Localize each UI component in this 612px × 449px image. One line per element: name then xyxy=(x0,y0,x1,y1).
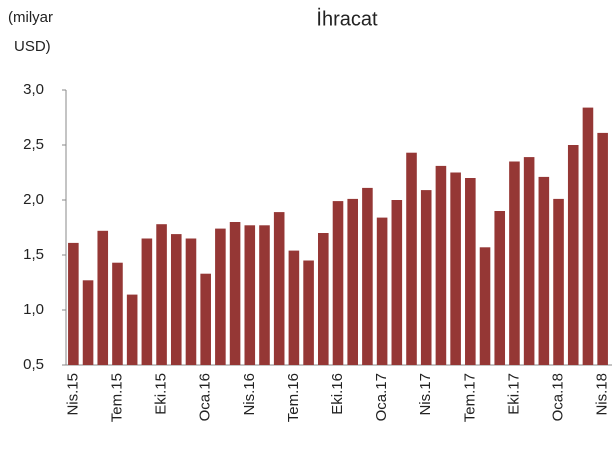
bar xyxy=(406,152,417,365)
bar xyxy=(567,145,579,365)
y-tick-label: 1,5 xyxy=(23,246,44,263)
x-tick-label: Nis.17 xyxy=(417,373,434,416)
bar xyxy=(215,228,226,365)
bar xyxy=(229,222,241,365)
y-tick-label: 2,5 xyxy=(23,136,44,153)
bar xyxy=(112,262,123,365)
bar xyxy=(126,294,138,365)
y-tick-label: 0,5 xyxy=(23,356,44,373)
bar xyxy=(538,176,550,365)
bar xyxy=(450,172,461,365)
chart-title: İhracat xyxy=(316,7,378,30)
x-tick-label: Tem.16 xyxy=(285,373,302,422)
bar xyxy=(391,200,403,365)
bar xyxy=(479,247,491,365)
x-tick-label: Oca.16 xyxy=(197,373,214,421)
bar xyxy=(347,198,358,365)
bar xyxy=(420,190,432,365)
bar xyxy=(597,132,608,365)
bar xyxy=(553,198,564,365)
bar xyxy=(332,201,344,365)
bar xyxy=(82,280,94,365)
bar xyxy=(465,178,476,365)
bar xyxy=(494,211,506,365)
y-tick-label: 2,0 xyxy=(23,191,44,208)
bar xyxy=(435,165,447,365)
bar xyxy=(185,238,197,365)
bar xyxy=(318,233,329,365)
bar xyxy=(376,217,388,365)
bar xyxy=(68,242,79,365)
x-tick-label: Tem.17 xyxy=(461,373,478,422)
x-tick-label: Eki.17 xyxy=(505,373,522,415)
x-tick-label: Oca.18 xyxy=(550,373,567,421)
bar xyxy=(244,225,256,365)
y-tick-label: 3,0 xyxy=(23,81,44,98)
bar xyxy=(303,260,314,365)
bar xyxy=(200,273,211,365)
bar xyxy=(156,224,167,365)
bar xyxy=(259,225,270,365)
x-tick-label: Tem.15 xyxy=(108,373,125,422)
bar xyxy=(170,234,182,365)
x-tick-label: Nis.18 xyxy=(594,373,611,416)
y-axis-label: (milyar xyxy=(8,9,53,26)
bar xyxy=(582,107,594,365)
x-tick-label: Eki.15 xyxy=(153,373,170,415)
x-tick-label: Nis.16 xyxy=(241,373,258,416)
bar xyxy=(97,230,109,365)
bar xyxy=(288,250,300,365)
bar xyxy=(509,161,520,365)
y-axis-label: USD) xyxy=(14,38,51,55)
bar xyxy=(273,212,285,365)
x-tick-label: Eki.16 xyxy=(329,373,346,415)
bar xyxy=(523,157,535,365)
bar xyxy=(362,187,373,365)
x-tick-label: Oca.17 xyxy=(373,373,390,421)
bar xyxy=(141,238,153,365)
x-tick-label: Nis.15 xyxy=(64,373,81,416)
y-tick-label: 1,0 xyxy=(23,301,44,318)
